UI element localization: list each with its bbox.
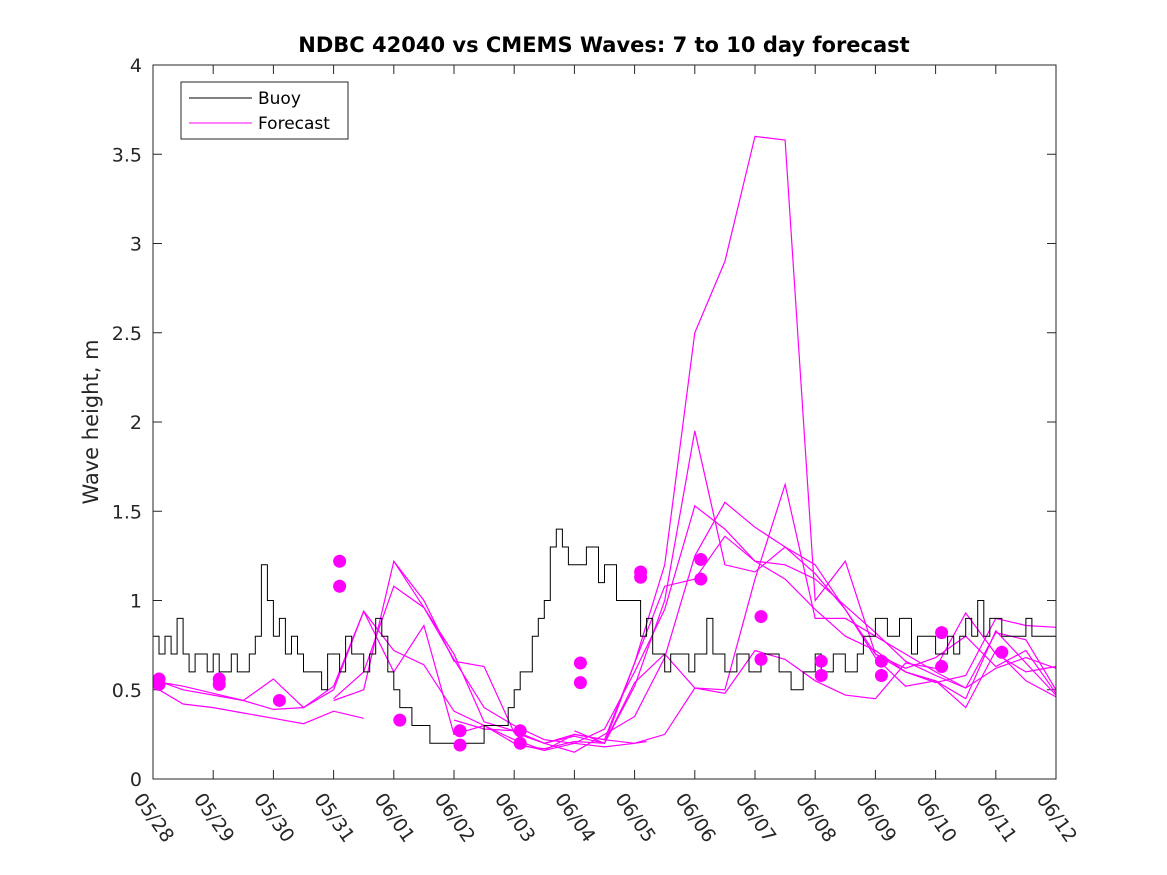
forecast-marker [152, 672, 166, 686]
chart-title: NDBC 42040 vs CMEMS Waves: 7 to 10 day f… [298, 33, 909, 57]
legend: Buoy Forecast [180, 81, 349, 140]
forecast-marker [272, 693, 286, 707]
forecast-marker [874, 654, 888, 668]
x-tick-label: 05/28 [129, 789, 178, 846]
x-tick-label: 06/12 [1032, 789, 1081, 846]
forecast-marker [995, 645, 1009, 659]
forecast-marker [393, 713, 407, 727]
forecast-marker [694, 552, 708, 566]
forecast-marker [333, 554, 347, 568]
x-tick-label: 06/02 [430, 789, 479, 846]
x-tick-label: 06/10 [911, 789, 960, 846]
forecast-marker [212, 672, 226, 686]
legend-buoy-label: Buoy [258, 89, 301, 109]
forecast-marker [935, 660, 949, 674]
y-tick-label: 3 [130, 234, 142, 256]
forecast-marker [333, 579, 347, 593]
forecast-marker [634, 570, 648, 584]
x-tick-label: 05/31 [309, 789, 358, 846]
forecast-series-line-7 [453, 535, 1057, 744]
x-tick-label: 06/11 [972, 789, 1021, 846]
y-tick-label: 0.5 [112, 680, 142, 702]
forecast-series-line-1 [152, 685, 364, 725]
x-tick-label: 06/06 [671, 789, 720, 846]
x-tick-label: 06/09 [851, 789, 900, 846]
forecast-marker [935, 626, 949, 640]
x-tick-label: 05/29 [189, 789, 238, 846]
x-tick-label: 06/07 [731, 789, 780, 846]
forecast-marker [453, 738, 467, 752]
forecast-marker [453, 724, 467, 738]
forecast-marker [814, 668, 828, 682]
y-tick-label: 0 [130, 769, 142, 791]
forecast-marker [754, 652, 768, 666]
y-tick-label: 4 [130, 55, 142, 77]
legend-box [180, 81, 349, 140]
y-tick-label: 1 [130, 591, 142, 613]
forecast-marker [513, 736, 527, 750]
legend-forecast-label: Forecast [258, 114, 330, 134]
forecast-series-line-5 [333, 504, 1057, 744]
series-layer [152, 135, 1057, 753]
forecast-marker [874, 668, 888, 682]
x-tick-label: 06/04 [550, 789, 599, 846]
forecast-marker [814, 654, 828, 668]
forecast-marker [754, 610, 768, 624]
forecast-markers [152, 552, 1009, 752]
y-tick-label: 2.5 [112, 323, 142, 345]
y-tick-label: 1.5 [112, 501, 142, 523]
forecast-series-line-9 [574, 430, 1057, 745]
x-tick-label: 05/30 [249, 789, 298, 846]
forecast-marker [573, 656, 587, 670]
buoy-series-line [153, 528, 1057, 744]
plot-frame [152, 64, 1057, 780]
forecast-marker [573, 676, 587, 690]
y-tick-label: 3.5 [112, 144, 142, 166]
x-tick-label: 06/01 [370, 789, 419, 846]
x-tick-label: 06/05 [610, 789, 659, 846]
y-axis-label: Wave height, m [79, 339, 103, 504]
y-tick-label: 2 [130, 412, 142, 434]
x-tick-label: 06/08 [791, 789, 840, 846]
y-axis-ticks: 0 0.5 1 1.5 2 2.5 3 3.5 4 [112, 55, 1056, 791]
forecast-marker [513, 724, 527, 738]
forecast-marker [694, 572, 708, 586]
plot-background [153, 65, 1056, 779]
x-tick-label: 06/03 [490, 789, 539, 846]
